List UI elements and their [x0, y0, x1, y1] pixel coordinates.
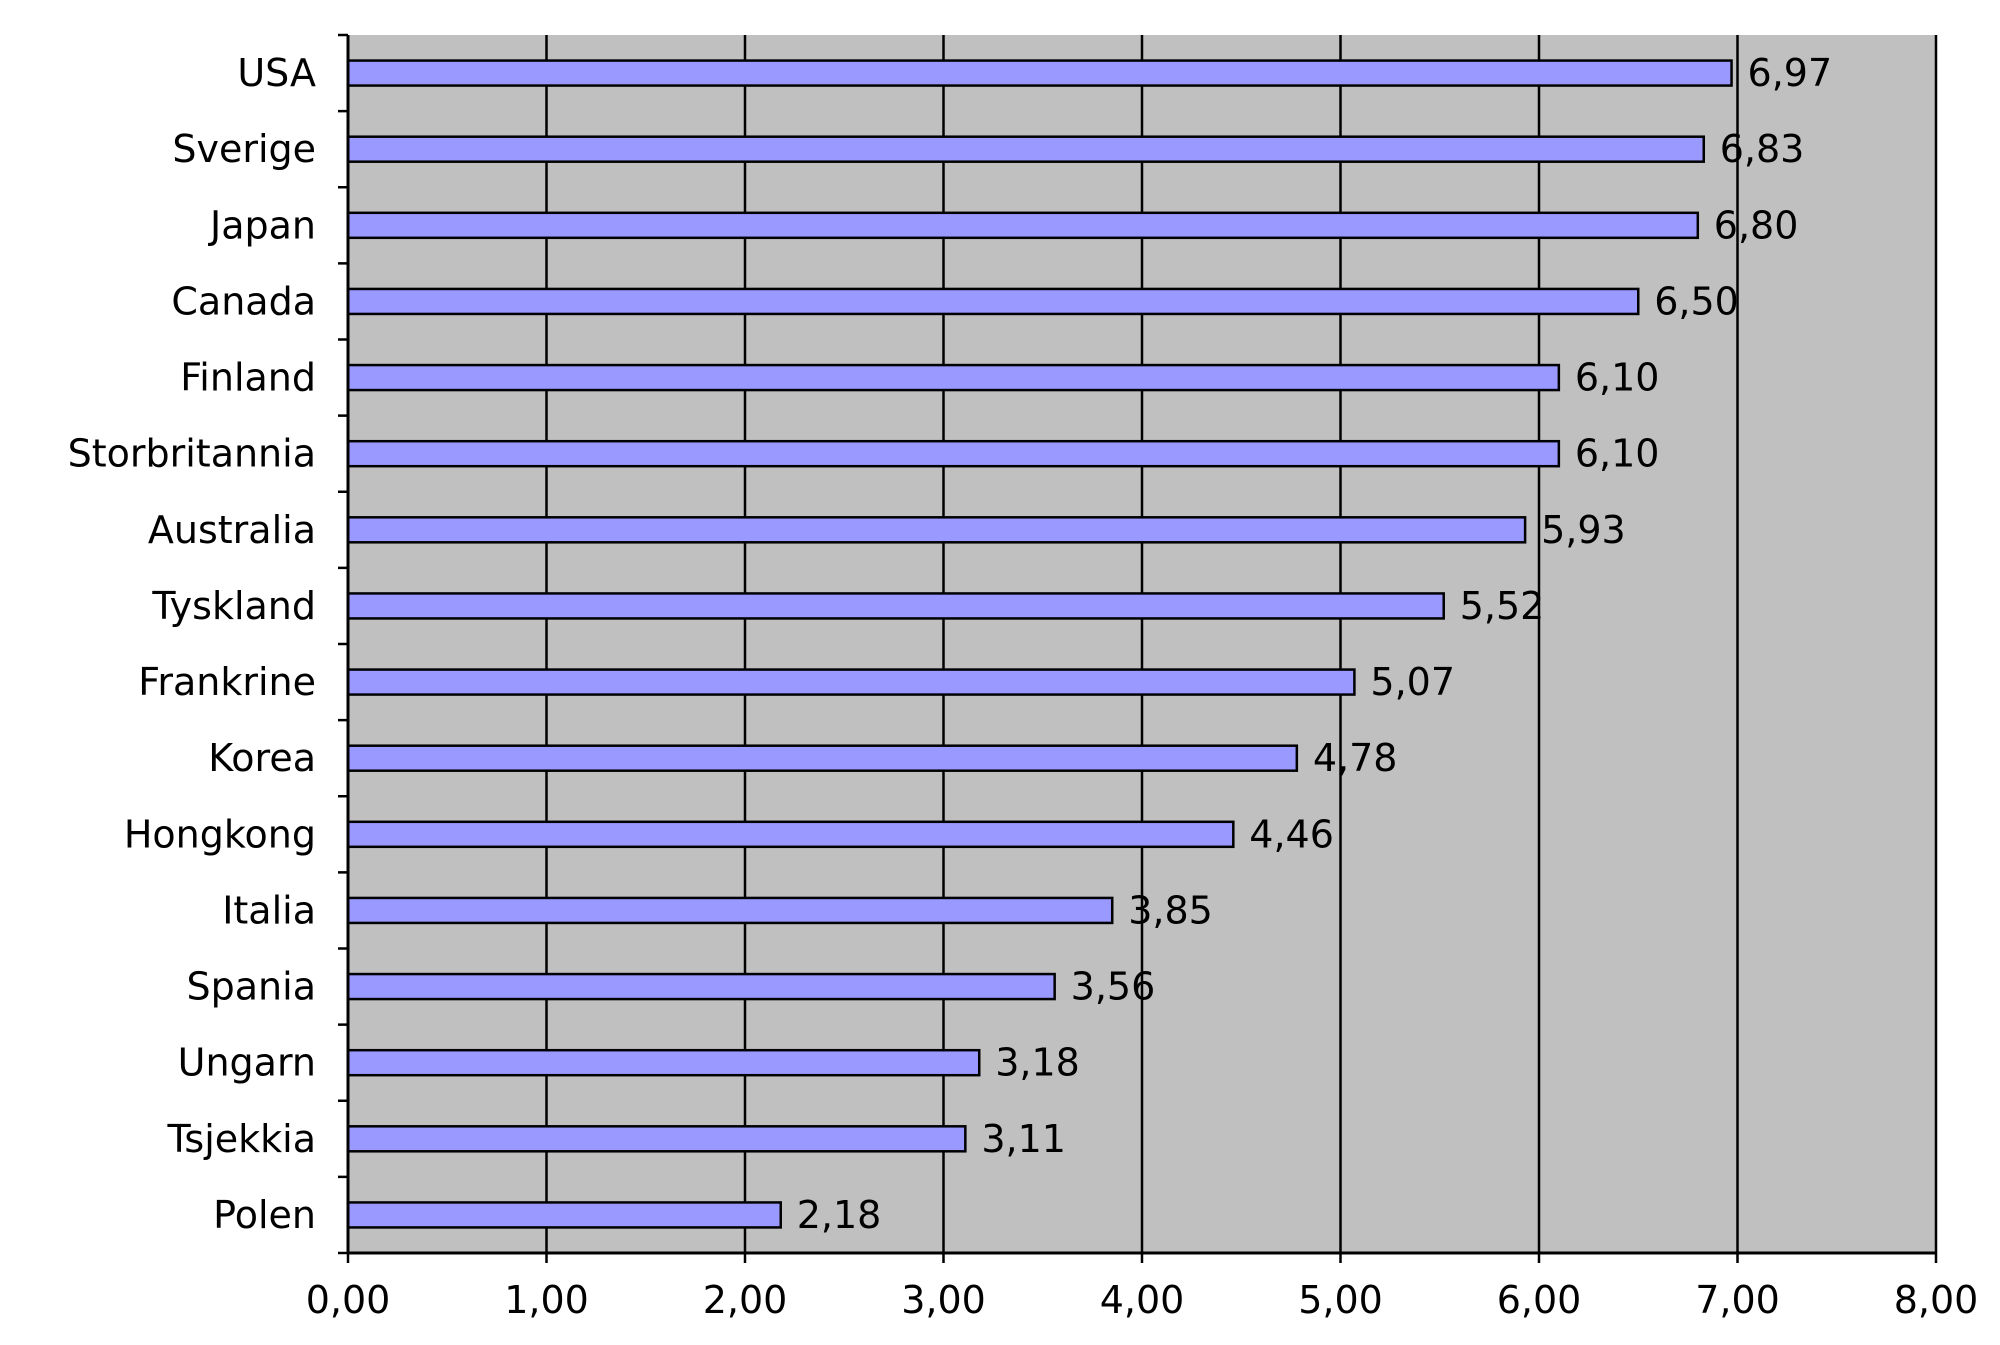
x-tick-label: 5,00 [1298, 1278, 1383, 1322]
bar [346, 211, 1700, 240]
category-labels: USA Sverige Japan Canada Finland Storbritanni… [68, 51, 316, 1237]
data-label: 4,46 [1249, 812, 1334, 856]
data-label: 6,10 [1575, 432, 1660, 476]
bar [346, 972, 1056, 1001]
bar [346, 363, 1561, 392]
x-tick-label: 1,00 [504, 1278, 589, 1322]
bar [346, 287, 1640, 316]
bar [346, 592, 1445, 620]
bar [346, 59, 1733, 87]
data-label: 5,93 [1541, 508, 1626, 552]
data-label: 4,78 [1313, 736, 1398, 780]
category-label: Hongkong [124, 812, 316, 856]
category-label: Finland [180, 356, 316, 400]
x-tick-label: 0,00 [306, 1278, 391, 1322]
data-label: 6,80 [1714, 203, 1799, 247]
category-label: Tyskland [151, 584, 316, 628]
category-label: Tsjekkia [166, 1117, 316, 1161]
data-label: 3,85 [1128, 888, 1213, 932]
x-tick-label: 3,00 [901, 1278, 986, 1322]
bar [346, 896, 1114, 925]
data-label: 5,52 [1460, 584, 1545, 628]
category-label: USA [237, 51, 316, 95]
x-tick-label: 2,00 [703, 1278, 788, 1322]
category-label: Korea [208, 736, 316, 780]
bar [346, 1125, 967, 1153]
bar [346, 668, 1356, 696]
bar [346, 1201, 782, 1229]
bar [346, 820, 1235, 849]
data-label: 6,50 [1654, 279, 1739, 323]
x-tick-label: 8,00 [1894, 1278, 1979, 1322]
bar [346, 135, 1706, 163]
data-label: 3,11 [981, 1117, 1066, 1161]
category-label: Canada [171, 279, 316, 323]
data-label: 5,07 [1370, 660, 1455, 704]
x-axis-ticks: 0,00 1,00 2,00 3,00 4,00 5,00 6,00 7,00 8,00 [306, 1253, 1979, 1322]
data-label: 6,97 [1748, 51, 1833, 95]
category-label: Ungarn [178, 1041, 316, 1085]
bar [346, 744, 1299, 772]
x-tick-label: 6,00 [1497, 1278, 1582, 1322]
category-label: Frankrine [138, 660, 316, 704]
value-labels: 6,97 6,83 6,80 6,50 6,10 6,10 5,93 5,525,07 4,78… [797, 51, 1832, 1237]
bar [346, 1048, 981, 1077]
category-label: Sverige [172, 127, 316, 171]
bar [346, 516, 1527, 544]
x-tick-label: 7,00 [1695, 1278, 1780, 1322]
data-label: 2,18 [797, 1193, 882, 1237]
x-tick-label: 4,00 [1100, 1278, 1185, 1322]
category-label: Italia [222, 888, 316, 932]
data-label: 6,10 [1575, 356, 1660, 400]
category-label: Polen [213, 1193, 316, 1237]
category-label: Australia [148, 508, 316, 552]
bar [346, 439, 1561, 468]
data-label: 3,18 [995, 1041, 1080, 1085]
category-label: Spania [187, 965, 316, 1009]
category-label: Japan [208, 203, 316, 247]
category-label: Storbritannia [68, 432, 316, 476]
data-label: 6,83 [1720, 127, 1805, 171]
data-label: 3,56 [1071, 965, 1156, 1009]
